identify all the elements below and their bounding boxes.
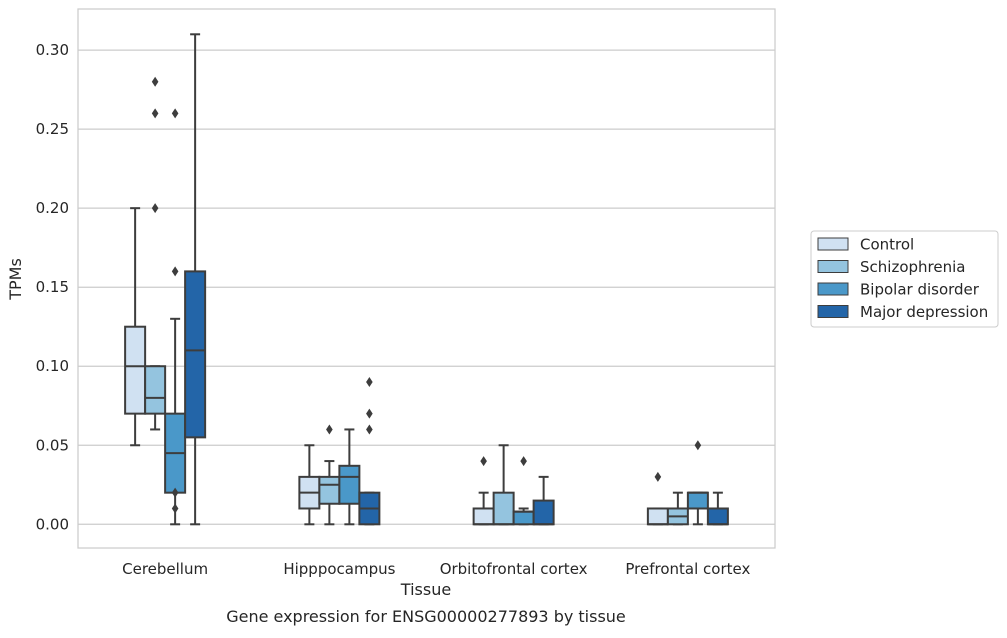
box-group — [492, 444, 515, 526]
y-tick-labels: 0.00 0.05 0.10 0.15 0.20 0.25 0.30 — [36, 41, 69, 533]
chart-caption: Gene expression for ENSG00000277893 by t… — [226, 607, 626, 626]
x-axis-label: Tissue — [400, 580, 451, 599]
box-group — [184, 33, 207, 526]
box-group — [532, 475, 555, 526]
x-tick-label: Orbitofrontal cortex — [440, 560, 588, 578]
box-group — [164, 108, 187, 526]
outlier-point — [151, 76, 159, 87]
y-tick-label: 0.05 — [36, 436, 69, 454]
outlier-point — [151, 203, 159, 214]
box-group — [686, 440, 709, 526]
outlier-point — [520, 456, 527, 467]
x-tick-label: Hipppocampus — [283, 560, 395, 578]
box-iqr — [472, 507, 495, 526]
box-iqr — [124, 325, 147, 415]
box-iqr — [512, 510, 535, 526]
legend-swatch — [817, 260, 849, 273]
legend-entry-label: Control — [860, 236, 914, 254]
box-group — [338, 428, 361, 526]
legend-frame — [810, 230, 999, 328]
y-tick-label: 0.10 — [36, 357, 69, 375]
outlier-point — [480, 456, 487, 467]
legend-swatch — [817, 282, 849, 296]
y-tick-label: 0.20 — [36, 199, 69, 217]
x-tick-label: Cerebellum — [122, 560, 208, 578]
outlier-point — [366, 424, 373, 435]
box-group — [706, 491, 729, 526]
box-iqr — [144, 365, 167, 415]
box-group — [124, 207, 147, 447]
box-group — [472, 456, 495, 526]
y-axis-label: TPMs — [6, 258, 25, 301]
legend-entry-label: Major depression — [860, 303, 988, 321]
x-tick-label: Prefrontal cortex — [625, 560, 750, 578]
outlier-point — [171, 503, 179, 514]
box-iqr — [492, 491, 515, 526]
y-tick-label: 0.00 — [36, 515, 69, 533]
box-group — [144, 76, 167, 431]
box-group — [666, 491, 689, 526]
box-group — [646, 471, 669, 526]
outlier-point — [171, 487, 179, 498]
box-group — [298, 444, 321, 526]
box-iqr — [706, 507, 729, 526]
box-group — [318, 424, 341, 526]
legend-entry-label: Bipolar disorder — [860, 281, 980, 299]
box-iqr — [686, 491, 709, 510]
outlier-point — [366, 408, 373, 419]
outlier-point — [654, 471, 662, 482]
outlier-point — [151, 108, 159, 119]
outlier-point — [366, 377, 373, 388]
y-tick-label: 0.15 — [36, 278, 69, 296]
box-group — [358, 377, 381, 526]
y-tick-label: 0.25 — [36, 120, 69, 138]
box-iqr — [646, 507, 669, 526]
box-iqr — [338, 464, 361, 505]
legend-swatch — [817, 305, 849, 318]
outlier-point — [326, 424, 333, 435]
box-iqr — [318, 475, 341, 505]
plot-frame — [77, 8, 776, 549]
legend-swatch — [817, 237, 849, 251]
boxes-layer — [124, 33, 729, 526]
outlier-point — [171, 108, 179, 119]
legend-entry-label: Schizophrenia — [860, 258, 965, 276]
outlier-point — [694, 440, 702, 451]
legend: Control Schizophrenia Bipolar disorder Majo… — [810, 230, 999, 328]
box-iqr — [184, 270, 207, 439]
outlier-point — [171, 266, 179, 277]
box-iqr — [532, 499, 555, 526]
x-tick-labels: Cerebellum Hipppocampus Orbitofrontal cort… — [122, 560, 750, 578]
y-tick-label: 0.30 — [36, 41, 69, 59]
